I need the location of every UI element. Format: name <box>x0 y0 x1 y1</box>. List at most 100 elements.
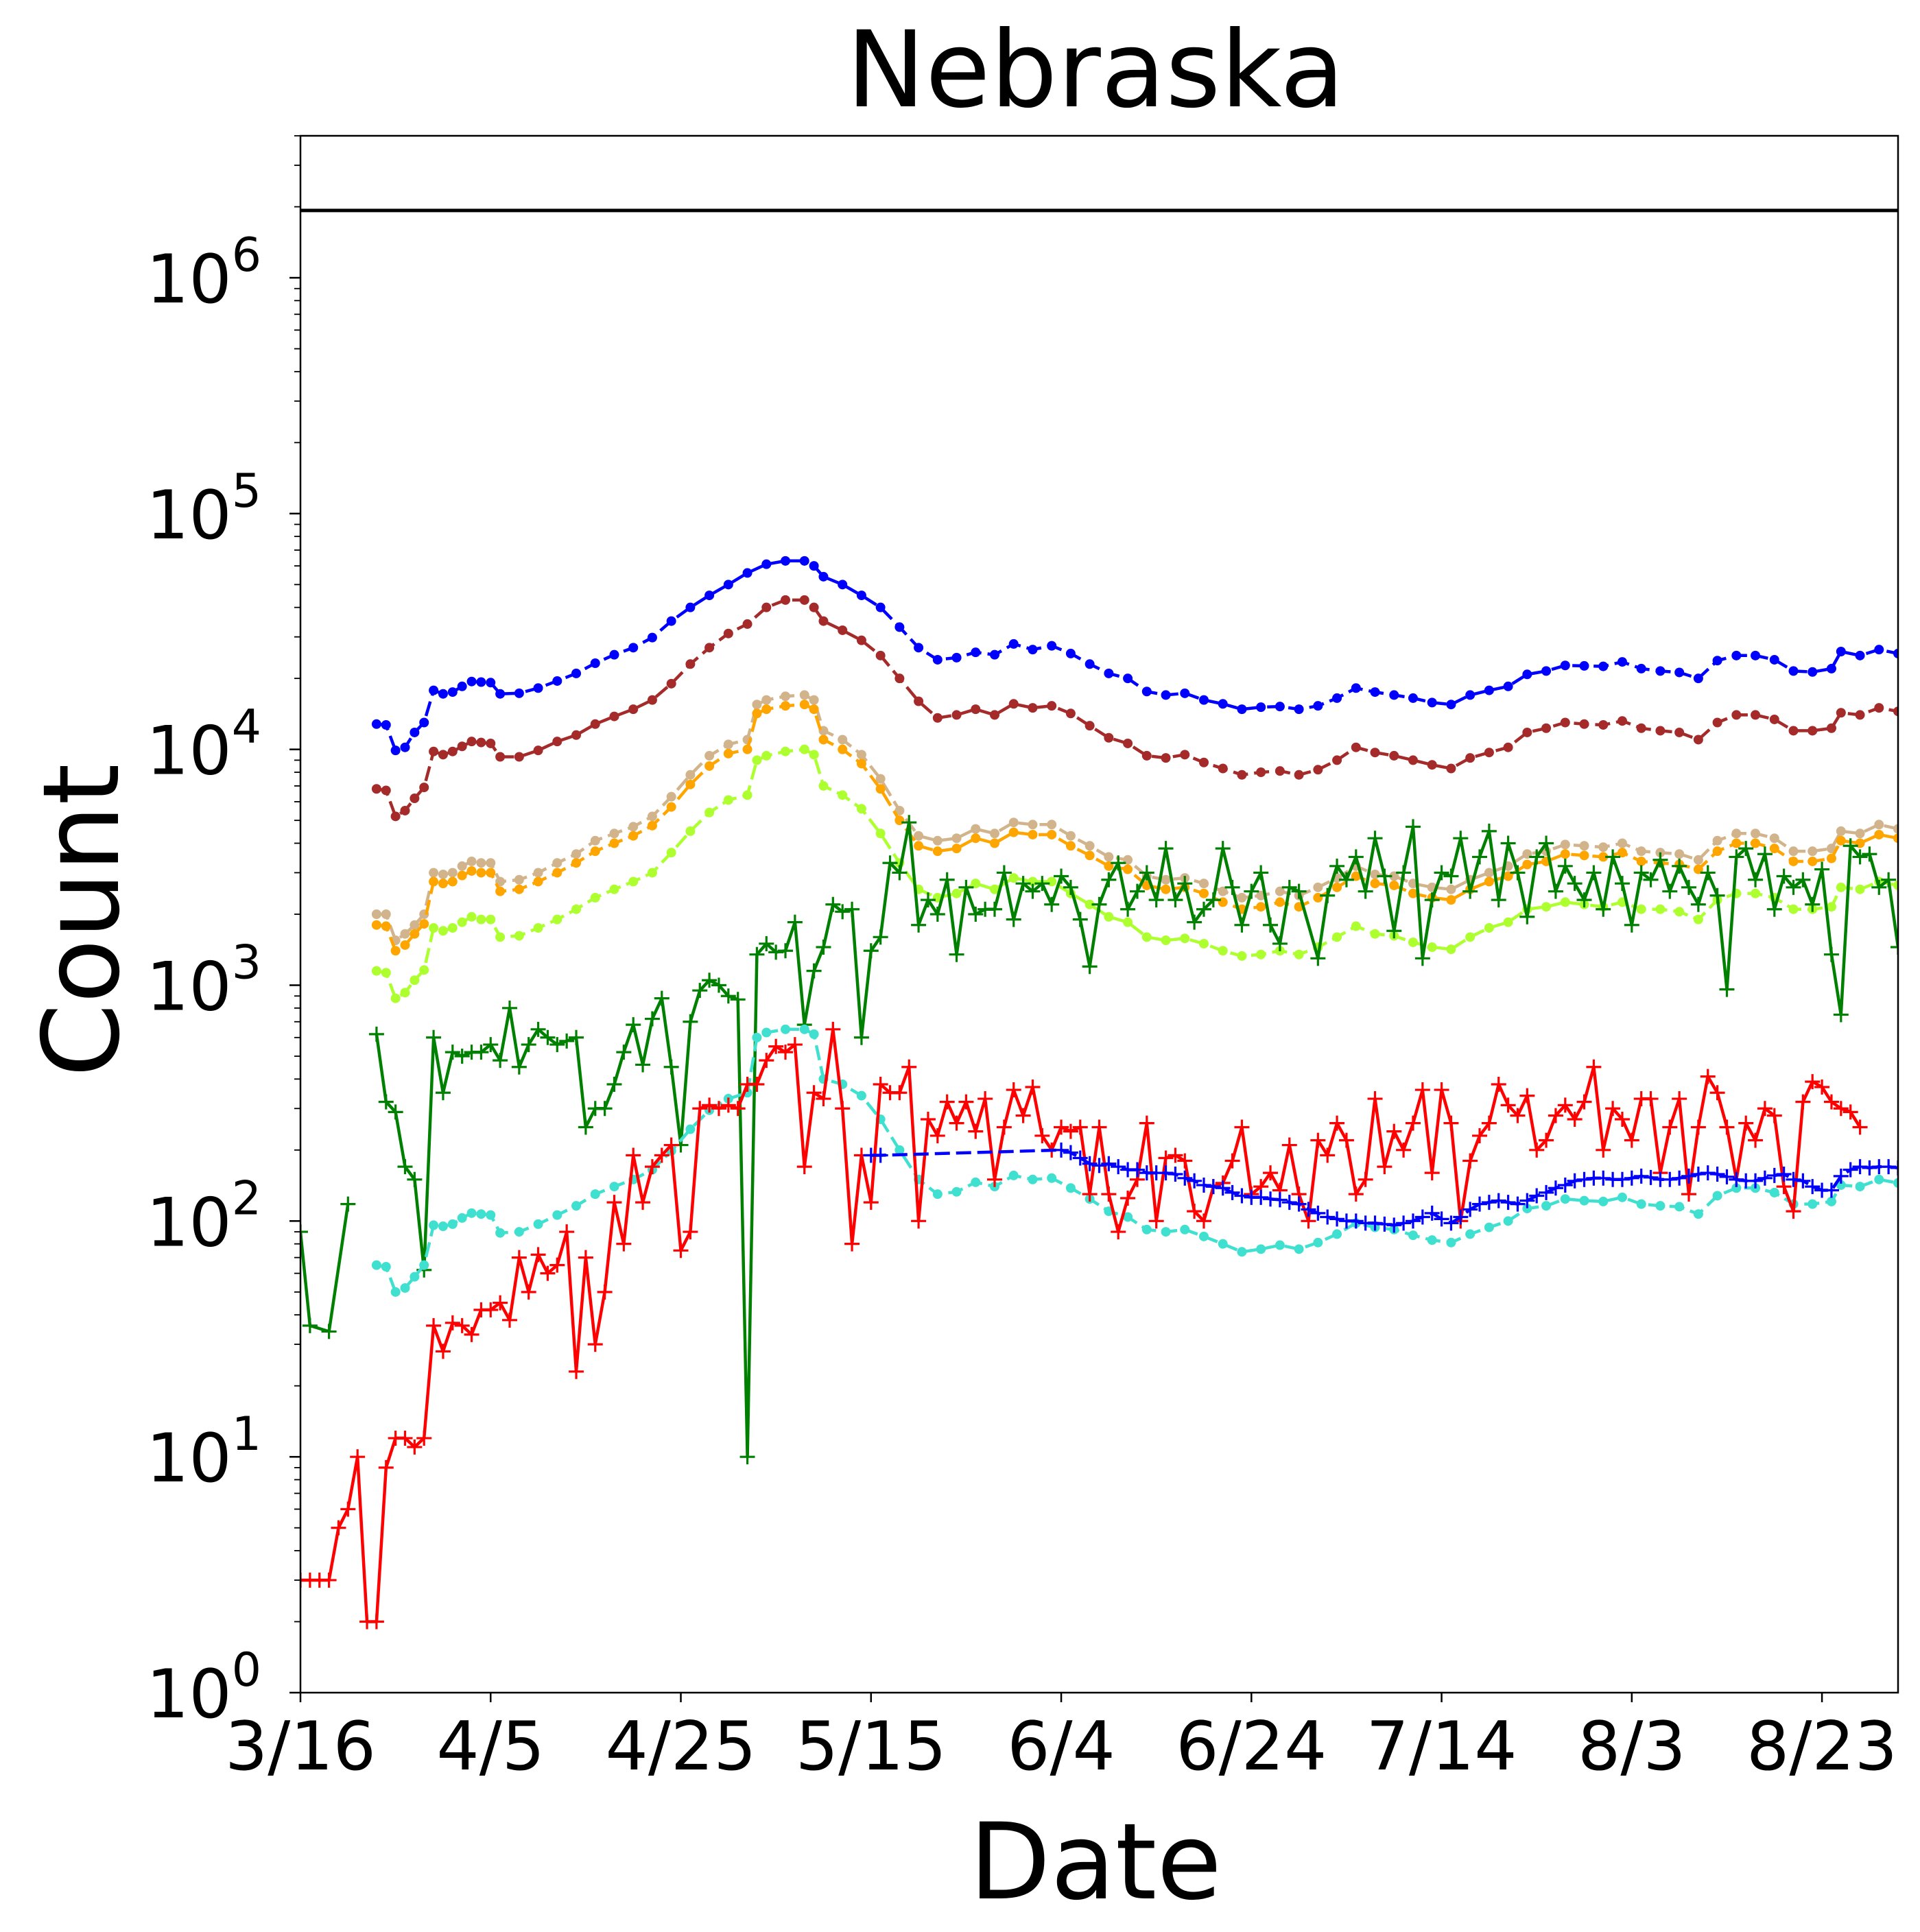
data-point <box>1748 1173 1764 1189</box>
data-point <box>1500 1195 1516 1211</box>
data-point <box>761 602 772 612</box>
data-point <box>1855 828 1865 839</box>
data-point <box>1491 892 1506 908</box>
data-point <box>1662 1119 1678 1135</box>
data-point <box>1690 1167 1706 1182</box>
data-point <box>1731 828 1742 839</box>
series-line <box>376 748 1898 1000</box>
data-point <box>863 1195 879 1211</box>
data-point <box>400 1283 410 1293</box>
data-point <box>1567 1112 1583 1128</box>
data-point <box>759 935 774 951</box>
data-point <box>1377 868 1392 884</box>
data-point <box>1855 1182 1865 1192</box>
data-point <box>1224 1184 1240 1200</box>
data-point <box>1539 1184 1554 1200</box>
data-point <box>447 746 458 756</box>
data-point <box>371 1260 381 1270</box>
data-point <box>806 1085 822 1101</box>
data-point <box>1855 884 1865 894</box>
data-point <box>1833 1007 1849 1023</box>
data-point <box>781 746 791 756</box>
data-point <box>466 911 477 922</box>
data-point <box>371 719 381 729</box>
data-point <box>1700 865 1716 881</box>
data-point <box>685 602 696 612</box>
data-point <box>495 932 506 942</box>
data-point <box>1028 1174 1038 1184</box>
data-point <box>514 1227 524 1237</box>
data-point <box>1351 742 1361 752</box>
data-point <box>1405 1213 1421 1229</box>
data-point <box>1522 859 1532 870</box>
data-point <box>533 876 543 887</box>
data-point <box>1522 669 1532 680</box>
data-point <box>1560 717 1570 728</box>
data-point <box>971 704 981 715</box>
data-point <box>1158 841 1174 857</box>
data-point <box>616 1236 632 1252</box>
data-point <box>1836 1180 1846 1190</box>
data-point <box>1237 951 1247 961</box>
data-point <box>932 1189 943 1200</box>
data-point <box>429 1220 439 1230</box>
data-point <box>1636 663 1646 673</box>
data-point <box>702 973 718 988</box>
data-point <box>901 815 917 831</box>
data-point <box>666 848 676 858</box>
data-point <box>1244 883 1259 899</box>
data-point <box>1310 1132 1326 1148</box>
data-point <box>628 831 639 841</box>
data-point <box>1655 1201 1666 1211</box>
data-point <box>1446 1237 1456 1248</box>
data-point <box>1519 909 1535 925</box>
data-point <box>759 1053 774 1069</box>
data-point <box>1826 723 1836 733</box>
data-point <box>1139 1115 1154 1131</box>
data-point <box>932 654 943 665</box>
data-point <box>514 884 524 894</box>
data-point <box>1491 1076 1506 1092</box>
data-point <box>818 571 829 582</box>
data-point <box>1776 868 1792 884</box>
data-point <box>1712 1191 1722 1201</box>
data-point <box>501 1000 517 1016</box>
data-point <box>1443 868 1459 884</box>
data-point <box>486 868 496 878</box>
data-point <box>1111 1224 1126 1240</box>
data-point <box>1662 883 1678 899</box>
data-point <box>990 828 1000 839</box>
data-point <box>1196 1177 1211 1193</box>
data-point <box>533 922 543 933</box>
data-point <box>742 619 752 629</box>
data-point <box>1218 699 1228 709</box>
data-point <box>816 940 831 955</box>
data-point <box>1788 666 1799 676</box>
data-point <box>1579 660 1589 671</box>
data-point <box>1180 750 1190 760</box>
data-point <box>521 1284 536 1300</box>
data-point <box>1161 753 1171 763</box>
data-point <box>1054 1142 1069 1158</box>
data-point <box>875 602 886 612</box>
data-point <box>1427 1235 1437 1245</box>
data-point <box>1386 1217 1402 1233</box>
data-point <box>400 929 410 939</box>
data-point <box>799 700 809 710</box>
data-point <box>400 742 410 752</box>
data-point <box>1636 1199 1646 1209</box>
data-point <box>476 677 486 687</box>
y-tick-label: 104 <box>146 700 261 791</box>
data-point <box>1281 879 1297 895</box>
data-point <box>920 1112 936 1128</box>
data-point <box>495 886 506 896</box>
data-point <box>1161 1227 1171 1237</box>
data-point <box>476 858 486 868</box>
data-point <box>939 872 955 887</box>
series-group <box>300 556 1898 1630</box>
data-point <box>495 752 506 762</box>
data-point <box>1614 876 1630 892</box>
data-point <box>818 780 829 791</box>
data-point <box>644 1011 660 1027</box>
data-point <box>1332 932 1342 942</box>
